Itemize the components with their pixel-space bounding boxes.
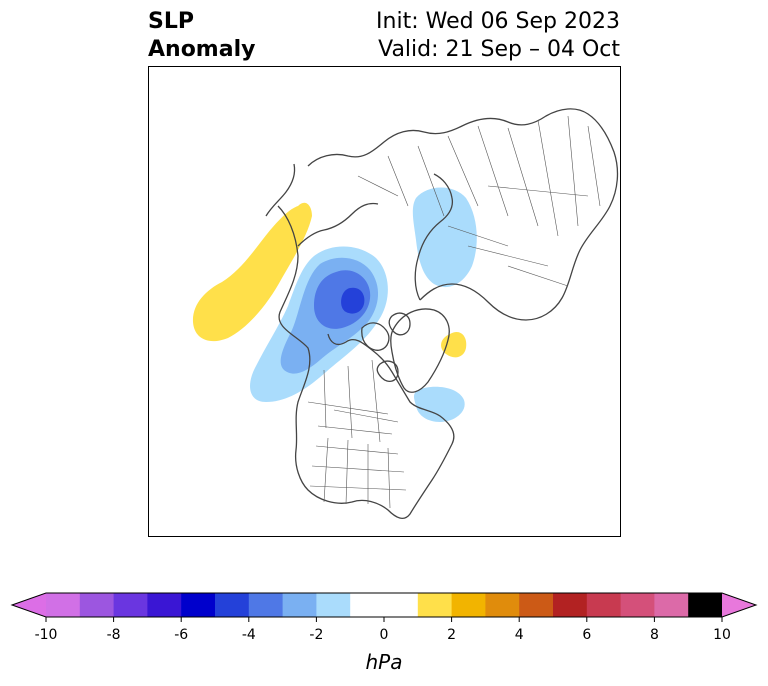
colorbar-ticks: -10 -8 -6 -4 -2 0 2 4 6 8 10 bbox=[35, 617, 731, 643]
anomaly-shading bbox=[192, 187, 477, 422]
negative-anomaly-eurasia bbox=[412, 187, 477, 288]
colorbar-swatch bbox=[215, 593, 250, 617]
colorbar-swatch bbox=[113, 593, 148, 617]
colorbar-tick-label: 4 bbox=[515, 627, 524, 643]
colorbar-tick-label: 8 bbox=[650, 627, 659, 643]
colorbar-swatch bbox=[620, 593, 655, 617]
arctic-islands bbox=[361, 312, 411, 383]
colorbar-swatch bbox=[46, 593, 81, 617]
us-state-borders bbox=[309, 409, 407, 509]
coastlines bbox=[265, 108, 619, 520]
colorbar-tick-label: -4 bbox=[242, 627, 256, 643]
europe-coast bbox=[297, 202, 379, 247]
colorbar-tick-label: -6 bbox=[174, 627, 188, 643]
validity-info: Init: Wed 06 Sep 2023 Valid: 21 Sep – 04… bbox=[376, 8, 620, 64]
political-borders bbox=[307, 115, 601, 509]
colorbar-tick-label: 10 bbox=[713, 627, 731, 643]
init-date: Init: Wed 06 Sep 2023 bbox=[376, 9, 620, 34]
colorbar-swatch bbox=[350, 593, 419, 617]
colorbar-swatch bbox=[485, 593, 520, 617]
colorbar-over-extension bbox=[722, 593, 756, 617]
colorbar-swatch bbox=[553, 593, 588, 617]
colorbar-swatch bbox=[79, 593, 114, 617]
map-frame bbox=[148, 66, 621, 537]
title-line-2: Anomaly bbox=[148, 37, 256, 62]
colorbar-swatch bbox=[451, 593, 486, 617]
colorbar-tick-label: -10 bbox=[35, 627, 58, 643]
colorbar-swatch bbox=[181, 593, 216, 617]
colorbar-swatch bbox=[417, 593, 452, 617]
colorbar-swatch bbox=[147, 593, 182, 617]
colorbar-swatch bbox=[519, 593, 554, 617]
north-america-coast bbox=[277, 205, 455, 520]
valid-range: Valid: 21 Sep – 04 Oct bbox=[378, 37, 620, 62]
colorbar-tick-label: -2 bbox=[309, 627, 323, 643]
colorbar-swatch bbox=[282, 593, 317, 617]
greenland-coast bbox=[390, 308, 450, 393]
colorbar-unit-label: hPa bbox=[366, 650, 403, 674]
colorbar-swatch bbox=[316, 593, 351, 617]
title-line-1: SLP bbox=[148, 9, 194, 34]
colorbar-under-extension bbox=[12, 593, 46, 617]
colorbar-swatch bbox=[688, 593, 723, 617]
colorbar-swatch bbox=[248, 593, 283, 617]
eurasia-borders bbox=[357, 115, 601, 287]
colorbar-swatch bbox=[586, 593, 621, 617]
eurasia-coast bbox=[307, 108, 619, 321]
colorbar-swatch bbox=[654, 593, 689, 617]
negative-anomaly-labrador bbox=[414, 386, 465, 422]
japan-coast bbox=[265, 163, 296, 217]
positive-anomaly-greenland bbox=[441, 331, 467, 358]
map-title: SLP Anomaly bbox=[148, 8, 255, 64]
colorbar-tick-label: 6 bbox=[582, 627, 591, 643]
canada-provinces bbox=[307, 359, 389, 443]
positive-anomaly-pacific bbox=[192, 202, 312, 342]
colorbar-tick-label: -8 bbox=[107, 627, 121, 643]
colorbar-tick-label: 0 bbox=[380, 627, 389, 643]
colorbar-tick-label: 2 bbox=[447, 627, 456, 643]
colorbar: -10 -8 -6 -4 -2 0 2 4 6 8 10 hPa bbox=[10, 592, 758, 674]
anomaly-map bbox=[148, 66, 621, 537]
scandinavia-coast bbox=[414, 173, 454, 301]
colorbar-swatches bbox=[10, 592, 758, 618]
negative-anomaly-core bbox=[341, 287, 365, 314]
